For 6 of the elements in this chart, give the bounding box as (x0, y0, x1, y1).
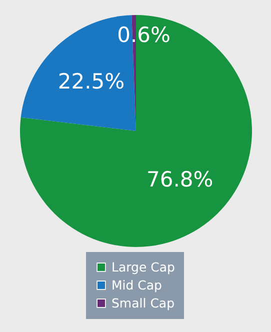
pie-slice (20, 15, 252, 247)
data-label: 22.5% (58, 70, 125, 94)
legend-label: Small Cap (112, 295, 175, 310)
legend-label: Mid Cap (112, 277, 162, 292)
data-label: 76.8% (146, 167, 214, 192)
legend-label: Large Cap (112, 259, 176, 274)
